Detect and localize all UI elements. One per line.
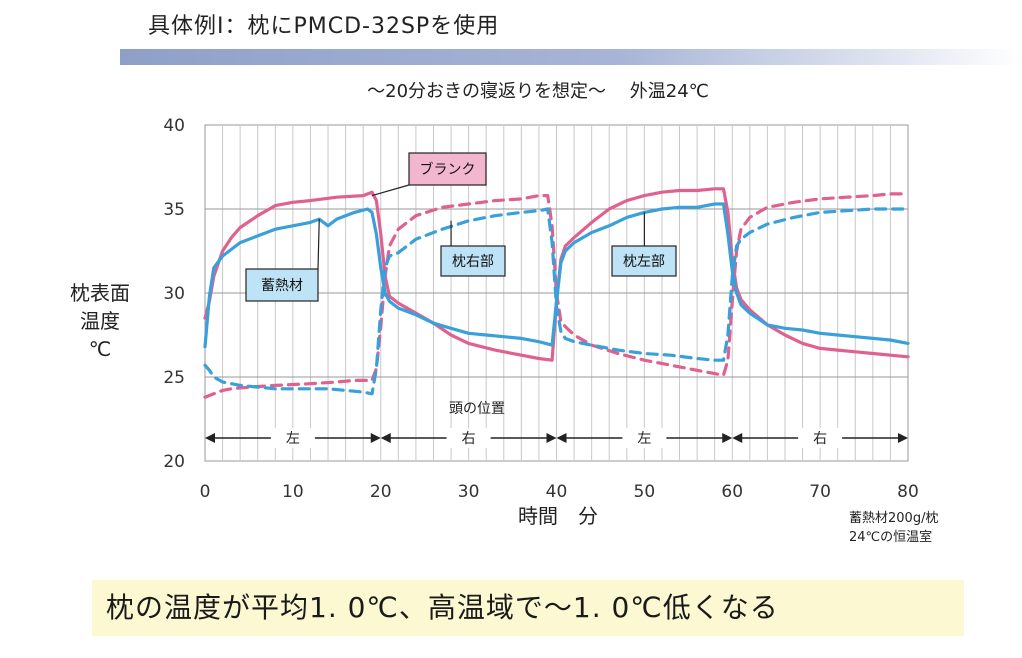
position-arrowhead-left [380,433,391,443]
position-arrowhead-right [546,433,557,443]
x-tick-label: 10 [282,482,304,502]
position-arrowhead-right [898,433,908,443]
position-arrowhead-left [732,433,743,443]
callout-label: 蓄熱材 [261,278,303,294]
head-position-segment: 右 [732,428,908,448]
chart-title: ～20分おきの寝返りを想定～ 外温24℃ [367,81,709,102]
position-arrowhead-left [556,433,567,443]
callout-box [245,268,319,302]
head-position-segment: 左 [556,428,733,448]
title-underline-bar [120,49,1020,65]
callout-box [408,152,487,186]
callout-leader [371,184,410,197]
head-position-segment: 左 [205,428,381,448]
conclusion-banner: 枕の温度が平均1. 0℃、高温域で～1. 0℃低くなる [92,580,964,636]
x-tick-label: 0 [200,482,211,502]
position-label-bg [270,428,315,448]
x-tick-label: 20 [370,482,392,502]
x-tick-label: 70 [809,482,831,502]
callout-label: 枕左部 [623,254,665,270]
y-tick-label: 35 [163,200,185,220]
temperature-chart: ～20分おきの寝返りを想定～ 外温24℃ 0 10 20 30 40 50 60 70 80 20… [70,81,938,545]
callout: 枕左部 [611,212,677,277]
callout-label: 枕右部 [452,254,494,270]
y-axis-label-unit: ℃ [89,337,111,361]
position-label: 左 [637,431,651,447]
callout-box [611,245,677,277]
x-tick-label: 80 [897,482,919,502]
x-tick-label: 40 [546,482,568,502]
footnote-line1: 蓄熱材200g/枕 [849,511,938,526]
x-tick-label: 60 [721,482,743,502]
y-axis-label-line1: 枕表面 [70,281,130,305]
position-arrowhead-right [722,433,733,443]
series-lines [203,187,910,399]
series-line-3 [203,207,910,396]
head-position-segment: 右 [380,428,557,448]
position-label: 左 [286,431,300,447]
callout-label: ブランク [420,161,476,178]
position-label: 右 [813,431,827,447]
callout: 蓄熱材 [245,219,320,302]
position-label-bg [446,428,491,448]
position-arrowhead-left [205,433,215,443]
callout-box [440,245,506,277]
position-label: 右 [462,431,476,447]
x-axis-label: 時間 分 [518,504,598,528]
y-tick-label: 20 [163,452,185,472]
plot-axes: 0 10 20 30 40 50 60 70 80 20 25 30 35 40 [163,116,918,502]
y-tick-label: 40 [163,116,185,136]
callout-leader [317,219,320,270]
callout: 枕右部 [440,220,506,277]
head-position-label: 頭の位置 [449,401,505,417]
x-tick-label: 50 [634,482,656,502]
slide-title: 具体例Ⅰ：枕にPMCD-32SPを使用 [148,14,500,39]
y-axis-label-line2: 温度 [80,309,120,333]
x-tick-label: 30 [458,482,480,502]
callout: ブランク [371,152,487,197]
position-label-bg [798,428,843,448]
position-label-bg [622,428,667,448]
y-tick-label: 25 [163,368,185,388]
footnote-line2: 24℃の恒温室 [849,529,932,545]
y-tick-label: 30 [163,284,185,304]
series-line-4 [203,202,910,349]
position-arrowhead-right [370,433,381,443]
